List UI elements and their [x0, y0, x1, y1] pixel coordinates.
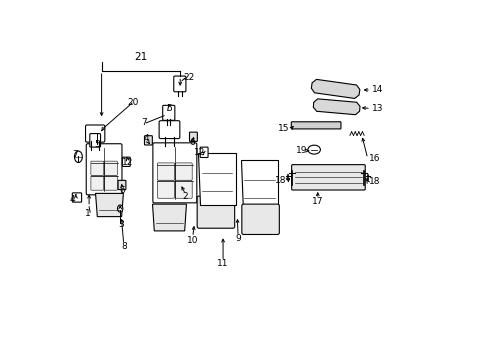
Text: 7: 7: [72, 150, 78, 159]
FancyBboxPatch shape: [86, 144, 122, 195]
FancyBboxPatch shape: [200, 147, 207, 157]
FancyBboxPatch shape: [72, 193, 81, 202]
Text: 18: 18: [367, 177, 379, 186]
FancyBboxPatch shape: [291, 165, 365, 190]
FancyBboxPatch shape: [157, 181, 174, 198]
Text: 10: 10: [186, 236, 198, 245]
Text: 19: 19: [295, 146, 306, 155]
Text: 4: 4: [69, 195, 75, 204]
Text: 16: 16: [367, 154, 379, 163]
Text: 20: 20: [127, 98, 139, 107]
Text: 17: 17: [311, 197, 323, 206]
FancyBboxPatch shape: [90, 134, 101, 147]
FancyBboxPatch shape: [173, 76, 185, 92]
Text: 12: 12: [122, 158, 133, 167]
Ellipse shape: [117, 205, 122, 212]
Polygon shape: [311, 79, 359, 98]
FancyBboxPatch shape: [242, 204, 279, 234]
FancyBboxPatch shape: [104, 161, 117, 175]
FancyBboxPatch shape: [159, 121, 180, 139]
FancyBboxPatch shape: [157, 163, 174, 180]
Text: 3: 3: [118, 220, 124, 229]
Text: 18: 18: [275, 176, 286, 185]
Text: 5: 5: [165, 104, 171, 113]
FancyBboxPatch shape: [85, 125, 104, 142]
Text: 5: 5: [94, 140, 100, 149]
Text: 2: 2: [183, 192, 188, 201]
Ellipse shape: [74, 151, 82, 162]
FancyBboxPatch shape: [163, 105, 175, 120]
Polygon shape: [95, 193, 123, 217]
Text: 4: 4: [143, 134, 149, 143]
Polygon shape: [313, 99, 359, 115]
Text: 6: 6: [119, 186, 125, 195]
Text: 15: 15: [278, 125, 289, 134]
Text: 7: 7: [141, 118, 146, 127]
FancyBboxPatch shape: [118, 180, 125, 190]
FancyBboxPatch shape: [175, 163, 192, 180]
Text: 9: 9: [235, 234, 241, 243]
FancyBboxPatch shape: [91, 161, 103, 175]
Polygon shape: [152, 204, 186, 231]
FancyBboxPatch shape: [144, 136, 152, 145]
Text: 12: 12: [194, 148, 205, 157]
FancyBboxPatch shape: [197, 196, 234, 228]
Ellipse shape: [307, 145, 320, 154]
FancyBboxPatch shape: [189, 132, 197, 141]
FancyBboxPatch shape: [104, 176, 117, 190]
FancyBboxPatch shape: [122, 157, 130, 166]
Polygon shape: [241, 160, 278, 212]
FancyBboxPatch shape: [91, 176, 103, 190]
FancyBboxPatch shape: [153, 143, 196, 203]
Text: 14: 14: [371, 85, 382, 94]
Text: 13: 13: [371, 104, 383, 113]
Text: 21: 21: [134, 52, 147, 62]
FancyBboxPatch shape: [291, 122, 340, 129]
Text: 8: 8: [121, 242, 126, 251]
Polygon shape: [198, 153, 235, 205]
Text: 6: 6: [189, 138, 195, 147]
Text: 1: 1: [85, 210, 91, 219]
FancyBboxPatch shape: [175, 181, 192, 198]
Text: 11: 11: [217, 260, 228, 269]
Text: 22: 22: [183, 73, 194, 82]
